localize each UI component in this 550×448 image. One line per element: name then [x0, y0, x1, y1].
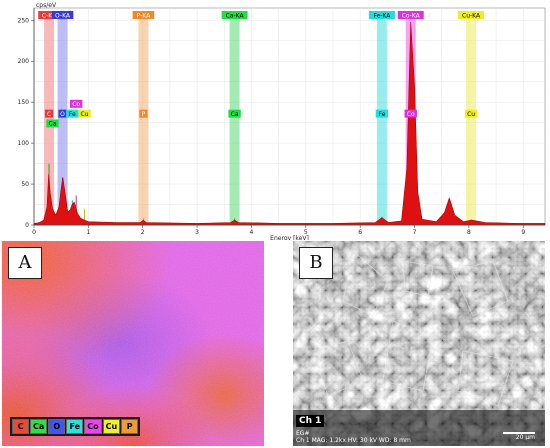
- elemental-map-image: [2, 241, 264, 446]
- x-tick-label: 9: [521, 229, 525, 236]
- marker-box: [66, 109, 79, 118]
- marker-box: [404, 109, 417, 118]
- y-tick-label: 250: [18, 17, 30, 24]
- marker-label-co: Co: [407, 111, 415, 118]
- marker-label-cu: Cu: [81, 111, 89, 118]
- marker-box: [69, 99, 83, 108]
- element-legend: C Ca O Fe Co Cu P: [10, 417, 141, 436]
- scale-label: 20 µm: [515, 434, 535, 441]
- legend-item-co: Co: [84, 419, 102, 434]
- x-tick-label: 4: [250, 229, 254, 236]
- marker-box: [44, 109, 54, 118]
- x-tick-label: 6: [358, 229, 362, 236]
- y-tick-label: 200: [18, 58, 30, 65]
- band-label-box: [221, 11, 248, 19]
- legend-item-p: P: [121, 419, 139, 434]
- band-label-box: [397, 11, 424, 19]
- x-tick-label: 1: [86, 229, 90, 236]
- element-band-c-ka: [44, 12, 55, 225]
- x-tick-label: 0: [32, 229, 36, 236]
- panel-a-label: A: [8, 247, 42, 279]
- band-label-p-ka: P-KA: [137, 13, 151, 20]
- band-label-ca-ka: Ca-KA: [226, 13, 245, 20]
- marker-label-fe: Fe: [69, 111, 76, 118]
- marker-box: [139, 109, 148, 118]
- band-label-box: [458, 11, 485, 19]
- y-tick-label: 150: [18, 99, 30, 106]
- marker-label-o: O: [60, 111, 65, 118]
- plot-area: [33, 7, 546, 226]
- sem-info-bar: Ch 1 EG# Ch 1 MAG: 1.2kx HV: 30 kV WD: 8…: [293, 410, 545, 446]
- band-label-fe-ka: Fe-KA: [373, 13, 391, 20]
- marker-label-co: Co: [72, 101, 80, 108]
- elemental-map-panel: A C Ca O Fe Co Cu P: [2, 241, 264, 446]
- marker-label-cu: Cu: [467, 111, 475, 118]
- band-label-c-ka: C-KA: [42, 13, 57, 20]
- x-tick-label: 8: [467, 229, 471, 236]
- marker-box: [78, 109, 91, 118]
- legend-item-ca: Ca: [30, 419, 48, 434]
- scale-bar: [503, 432, 535, 434]
- marker-label-c: C: [47, 111, 51, 118]
- marker-label-ca: Ca: [231, 111, 239, 118]
- marker-box: [464, 109, 478, 118]
- sem-parameters-text: Ch 1 MAG: 1.2kx HV: 30 kV WD: 8 mm: [296, 437, 411, 444]
- marker-box: [375, 109, 389, 118]
- band-label-o-ka: O-KA: [55, 13, 71, 20]
- marker-box: [58, 109, 67, 118]
- y-tick-label: 0: [25, 222, 29, 229]
- y-tick-label: 50: [21, 181, 29, 188]
- sem-detector-text: EG#: [296, 430, 310, 437]
- marker-label-p: P: [142, 111, 146, 118]
- y-axis-label: cps/eV: [36, 2, 57, 9]
- sem-image-panel: B Ch 1 EG# Ch 1 MAG: 1.2kx HV: 30 kV WD:…: [293, 241, 545, 446]
- legend-item-fe: Fe: [66, 419, 84, 434]
- element-band-cu-ka: [466, 12, 477, 225]
- band-label-box: [368, 11, 395, 19]
- band-label-box: [38, 11, 60, 19]
- x-tick-label: 7: [413, 229, 417, 236]
- legend-item-o: O: [48, 419, 66, 434]
- marker-label-ca: Ca: [49, 121, 57, 128]
- x-axis-label: Energy [keV]: [270, 235, 309, 240]
- marker-box: [228, 109, 241, 118]
- channel-badge: Ch 1: [296, 415, 325, 427]
- panel-b-label: B: [299, 247, 333, 279]
- band-label-box: [51, 11, 74, 19]
- marker-label-fe: Fe: [379, 111, 386, 118]
- y-tick-label: 100: [18, 140, 30, 147]
- x-tick-label: 2: [141, 229, 145, 236]
- element-band-p-ka: [138, 12, 149, 225]
- band-label-co-ka: Co-KA: [402, 13, 421, 20]
- spectrum-series: [33, 21, 546, 226]
- band-label-cu-ka: Cu-KA: [462, 13, 481, 20]
- legend-item-c: C: [12, 419, 29, 434]
- band-label-box: [132, 11, 155, 19]
- x-tick-label: 5: [304, 229, 308, 236]
- marker-box: [46, 119, 59, 128]
- legend-item-cu: Cu: [102, 419, 121, 434]
- element-band-ca-ka: [229, 12, 240, 225]
- element-band-o-ka: [57, 12, 68, 225]
- x-tick-label: 3: [195, 229, 199, 236]
- element-band-fe-ka: [376, 12, 387, 225]
